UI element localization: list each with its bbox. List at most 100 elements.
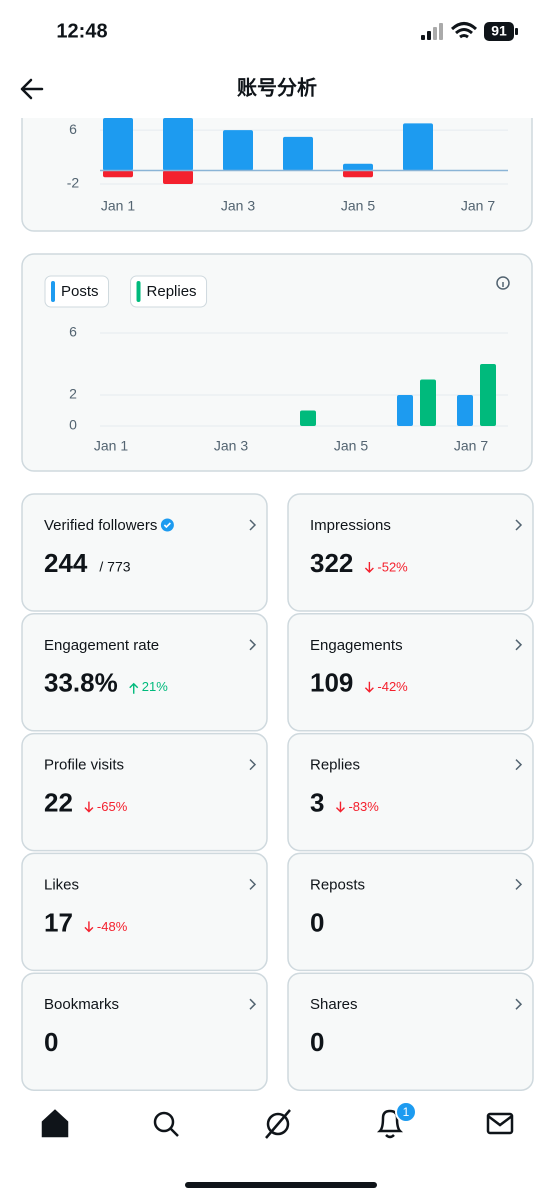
page-title: 账号分析	[237, 76, 317, 99]
time: 12:48	[56, 20, 107, 42]
verified-check	[163, 522, 171, 529]
nav-search[interactable]	[153, 1111, 179, 1137]
stat-value: 244	[44, 548, 88, 578]
y-tick-label: -2	[67, 175, 80, 191]
x-tick-label: Jan 1	[101, 198, 135, 214]
stat-card	[287, 613, 534, 732]
stat-card	[21, 852, 268, 972]
chevron	[515, 998, 523, 1010]
nav-grok[interactable]	[265, 1109, 291, 1139]
chevron	[515, 519, 523, 531]
stat-change: -52%	[377, 559, 408, 574]
bar	[480, 364, 496, 426]
bar	[103, 118, 133, 171]
change-arrow	[364, 681, 374, 693]
chevron	[249, 759, 257, 771]
top-bar-bg	[0, 0, 555, 118]
legend-swatch	[136, 281, 141, 302]
chevron	[249, 878, 257, 890]
stat-value: 17	[44, 907, 73, 937]
stat-change: -65%	[97, 799, 128, 814]
change-arrow	[335, 801, 345, 813]
stat-change: -48%	[97, 919, 128, 934]
info-icon	[496, 276, 510, 290]
nav-notifications[interactable]	[376, 1109, 404, 1139]
legend-label: Posts	[61, 283, 99, 300]
stat-value: 22	[44, 787, 73, 817]
chevron	[249, 639, 257, 651]
stat-label: Reposts	[310, 876, 365, 893]
stat-label: Shares	[310, 996, 358, 1013]
x-tick-label: Jan 7	[454, 438, 488, 454]
stat-value: 322	[310, 548, 353, 578]
bar	[300, 410, 316, 426]
stat-change: -42%	[377, 679, 408, 694]
stat-label: Replies	[310, 757, 360, 774]
bar	[420, 379, 436, 426]
badge	[395, 1101, 417, 1123]
battery	[484, 22, 514, 41]
bar	[403, 123, 433, 171]
chevron	[515, 759, 523, 771]
bar	[343, 170, 373, 178]
x-tick-label: Jan 3	[221, 198, 255, 214]
change-arrow	[129, 682, 139, 694]
stat-label: Engagement rate	[44, 637, 159, 654]
x-tick-label: Jan 1	[94, 438, 128, 454]
legend-chip	[130, 275, 208, 308]
y-tick-label: 6	[69, 121, 77, 137]
stat-value: 0	[310, 907, 324, 937]
battery-level: 91	[491, 23, 507, 39]
nav-messages[interactable]	[486, 1112, 514, 1135]
stat-label: Verified followers	[44, 517, 157, 534]
stat-card	[21, 493, 268, 612]
stat-value: 0	[310, 1027, 324, 1057]
home-indicator	[185, 1182, 377, 1188]
stat-label: Bookmarks	[44, 996, 119, 1013]
bar	[283, 136, 313, 171]
stat-value: 109	[310, 668, 353, 698]
y-tick-label: 0	[69, 417, 77, 433]
back-button[interactable]	[20, 78, 44, 100]
stat-value: 0	[44, 1027, 58, 1057]
stat-card	[21, 972, 268, 1091]
x-tick-label: Jan 3	[214, 438, 248, 454]
stat-label: Profile visits	[44, 757, 124, 774]
stat-card	[287, 732, 534, 852]
y-tick-label: 6	[69, 324, 77, 340]
stat-card	[287, 972, 534, 1091]
chevron	[515, 878, 523, 890]
stat-value: 3	[310, 787, 324, 817]
stat-value: 33.8%	[44, 668, 118, 698]
stat-label: Engagements	[310, 637, 403, 654]
legend-chip	[44, 275, 110, 308]
stat-card	[21, 613, 268, 732]
badge-count: 1	[403, 1105, 410, 1119]
change-arrow	[364, 562, 374, 573]
stat-label: Likes	[44, 876, 79, 893]
bar	[163, 118, 193, 171]
chevron	[515, 639, 523, 651]
x-tick-label: Jan 7	[461, 198, 495, 214]
legend-swatch	[51, 281, 55, 302]
change-arrow	[84, 921, 94, 933]
battery-tip	[515, 28, 518, 35]
stat-card	[287, 852, 534, 972]
legend-label: Replies	[147, 283, 197, 300]
bar	[343, 163, 373, 171]
stat-total: / 773	[99, 559, 130, 575]
stat-card	[21, 732, 268, 852]
bottom-nav	[41, 1109, 514, 1139]
x-tick-label: Jan 5	[341, 198, 375, 214]
stat-change: 21%	[142, 679, 168, 694]
wifi	[450, 22, 478, 39]
bar	[163, 170, 193, 185]
change-arrow	[84, 801, 94, 813]
stat-change: -83%	[348, 799, 379, 814]
stat-label: Impressions	[310, 517, 391, 534]
nav-home[interactable]	[41, 1109, 69, 1138]
bar	[223, 130, 253, 171]
chevron	[249, 998, 257, 1010]
